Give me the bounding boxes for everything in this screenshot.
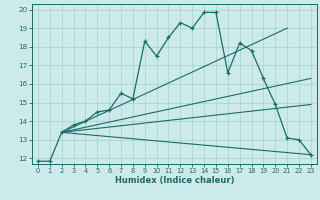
X-axis label: Humidex (Indice chaleur): Humidex (Indice chaleur) <box>115 176 234 185</box>
